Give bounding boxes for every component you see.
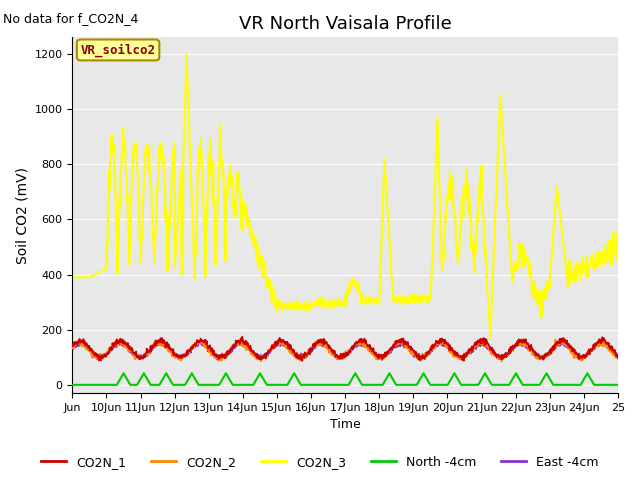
- CO2N_1: [332, 354, 339, 360]
- CO2N_2: [154, 341, 161, 347]
- CO2N_3: [554, 196, 562, 202]
- CO2N_1: [614, 355, 622, 360]
- Line: East -4cm: East -4cm: [72, 341, 618, 360]
- CO2N_3: [321, 299, 328, 304]
- East -4cm: [156, 338, 164, 344]
- East -4cm: [608, 349, 616, 355]
- CO2N_2: [474, 343, 482, 348]
- CO2N_1: [321, 339, 329, 345]
- CO2N_2: [614, 352, 622, 358]
- Y-axis label: Soil CO2 (mV): Soil CO2 (mV): [15, 167, 29, 264]
- North -4cm: [68, 382, 76, 388]
- Legend: CO2N_1, CO2N_2, CO2N_3, North -4cm, East -4cm: CO2N_1, CO2N_2, CO2N_3, North -4cm, East…: [36, 451, 604, 474]
- Line: CO2N_2: CO2N_2: [72, 339, 618, 361]
- North -4cm: [474, 382, 482, 388]
- CO2N_3: [68, 275, 76, 280]
- CO2N_2: [321, 341, 328, 347]
- CO2N_2: [68, 343, 76, 349]
- X-axis label: Time: Time: [330, 419, 360, 432]
- CO2N_1: [154, 340, 161, 346]
- North -4cm: [332, 382, 339, 388]
- CO2N_2: [608, 349, 616, 355]
- North -4cm: [607, 382, 615, 388]
- CO2N_2: [498, 359, 506, 364]
- East -4cm: [154, 342, 162, 348]
- Line: CO2N_1: CO2N_1: [72, 336, 618, 361]
- North -4cm: [554, 382, 562, 388]
- CO2N_3: [182, 51, 190, 57]
- CO2N_3: [608, 262, 616, 268]
- Line: North -4cm: North -4cm: [72, 373, 618, 385]
- CO2N_1: [239, 334, 246, 339]
- CO2N_1: [68, 343, 76, 349]
- East -4cm: [68, 345, 76, 350]
- East -4cm: [614, 353, 622, 359]
- East -4cm: [474, 341, 482, 347]
- CO2N_3: [486, 335, 494, 341]
- East -4cm: [97, 358, 105, 363]
- CO2N_3: [474, 212, 482, 217]
- CO2N_1: [474, 339, 482, 345]
- Title: VR North Vaisala Profile: VR North Vaisala Profile: [239, 15, 452, 33]
- CO2N_2: [438, 336, 445, 342]
- Text: No data for f_CO2N_4: No data for f_CO2N_4: [3, 12, 139, 25]
- CO2N_2: [554, 340, 562, 346]
- North -4cm: [614, 382, 622, 388]
- CO2N_1: [608, 345, 616, 350]
- East -4cm: [321, 344, 329, 349]
- CO2N_2: [331, 354, 339, 360]
- CO2N_3: [614, 246, 622, 252]
- North -4cm: [154, 382, 162, 388]
- Text: VR_soilco2: VR_soilco2: [81, 43, 156, 57]
- CO2N_1: [554, 340, 562, 346]
- East -4cm: [554, 341, 562, 347]
- North -4cm: [120, 371, 127, 376]
- Line: CO2N_3: CO2N_3: [72, 54, 618, 338]
- CO2N_1: [298, 358, 306, 364]
- CO2N_3: [154, 181, 161, 187]
- CO2N_3: [332, 305, 339, 311]
- North -4cm: [321, 382, 328, 388]
- East -4cm: [332, 353, 339, 359]
